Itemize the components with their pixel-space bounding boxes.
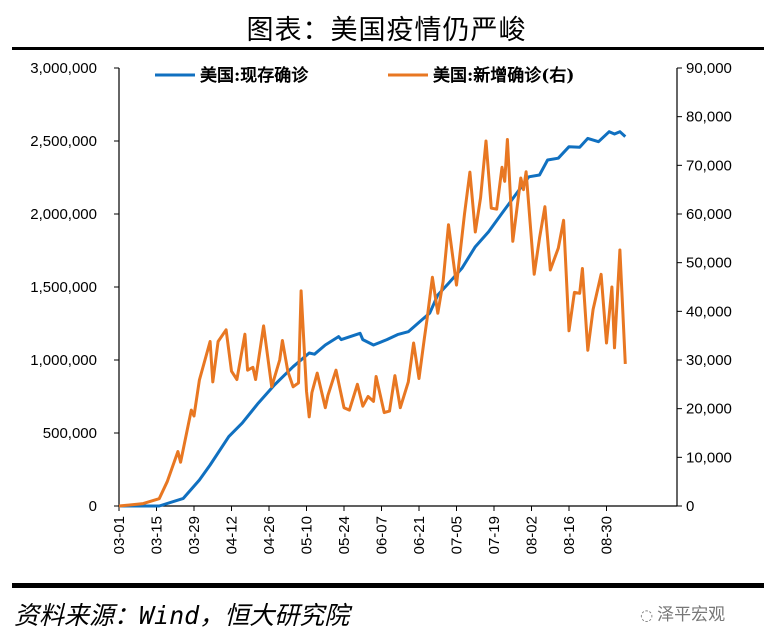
left-tick-label: 2,500,000 [30,133,97,150]
axes: 0 500,000 1,000,000 1,500,000 2,000,000 2,500… [30,60,732,554]
x-tick-label: 04-12 [224,516,241,554]
x-tick-label: 03-29 [186,516,203,554]
bottom-rule [12,583,764,588]
source-note: 资料来源：Wind，恒大研究院 [14,601,350,630]
left-tick-label: 2,000,000 [30,206,97,223]
left-tick-label: 500,000 [43,425,97,442]
watermark: ◌ 泽平宏观 [640,600,725,625]
right-tick-label: 40,000 [686,303,732,320]
x-tick-label: 03-01 [111,516,128,554]
x-tick-label: 04-26 [261,516,278,554]
x-tick-label: 06-21 [411,516,428,554]
right-tick-label: 20,000 [686,401,732,418]
right-tick-label: 50,000 [686,255,732,272]
x-tick-label: 08-16 [561,516,578,554]
wechat-icon: ◌ [640,606,654,624]
series-line-new-cases [118,138,627,508]
series-line-existing-cases [119,130,627,508]
right-tick-label: 90,000 [686,60,732,77]
right-tick-label: 30,000 [686,352,732,369]
legend-label-existing-cases: 美国:现存确诊 [200,65,309,86]
right-tick-label: 60,000 [686,206,732,223]
x-tick-label: 05-10 [299,516,316,554]
x-tick-label: 06-07 [374,516,391,554]
x-tick-label: 07-19 [486,516,503,554]
x-tick-label: 08-02 [524,516,541,554]
x-tick-label: 08-30 [599,516,616,554]
legend-label-new-cases: 美国:新增确诊(右) [433,65,574,86]
left-tick-label: 1,500,000 [30,279,97,296]
right-tick-label: 80,000 [686,109,732,126]
right-tick-label: 10,000 [686,449,732,466]
series-group [118,130,627,508]
top-rule [12,47,764,50]
x-tick-label: 03-15 [149,516,166,554]
chart-title: 图表：美国疫情仍严峻 [246,15,527,46]
x-tick-label: 07-05 [449,516,466,554]
left-tick-label: 1,000,000 [30,352,97,369]
left-tick-label: 3,000,000 [30,60,97,77]
watermark-label: 泽平宏观 [657,605,726,625]
right-tick-label: 70,000 [686,157,732,174]
right-tick-label: 0 [686,498,694,515]
legend: 美国:现存确诊 美国:新增确诊(右) [155,65,574,86]
x-tick-label: 05-24 [336,516,353,554]
left-tick-label: 0 [89,498,97,515]
